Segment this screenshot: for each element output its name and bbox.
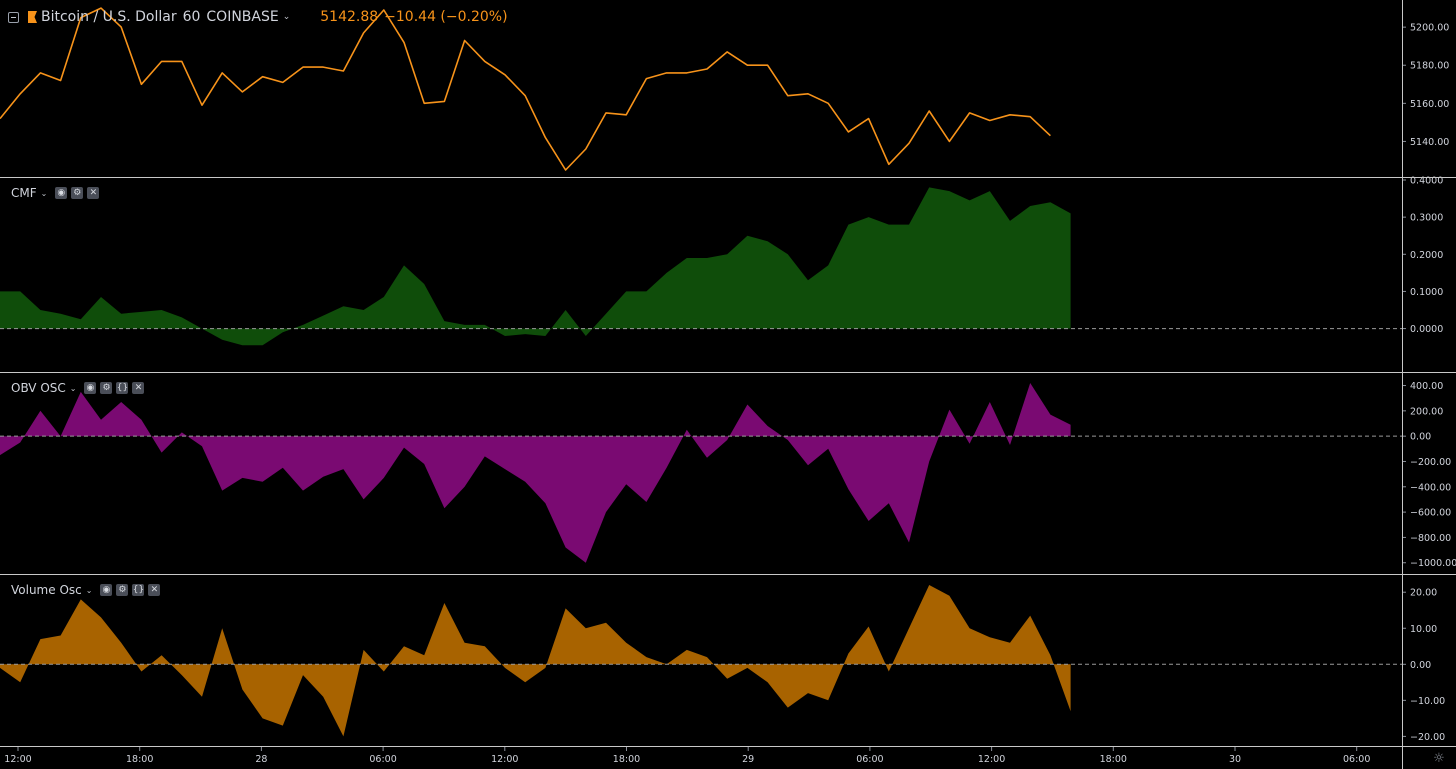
x-tick-label: 06:00 xyxy=(1343,754,1370,765)
obv-legend[interactable]: OBV OSC ⌄ ◉ ⚙ {} ✕ xyxy=(11,381,148,395)
cmf-y-tick-label: 0.4000 xyxy=(1410,176,1443,187)
volume-osc-title: Volume Osc xyxy=(11,583,82,597)
obv-y-tick-label: −200.00 xyxy=(1410,457,1451,468)
exchange-label: COINBASE xyxy=(206,9,279,25)
volosc-area xyxy=(0,585,1071,737)
obv-y-tick-label: 200.00 xyxy=(1410,406,1443,417)
obv-y-tick-label: 400.00 xyxy=(1410,381,1443,392)
close-icon[interactable]: ✕ xyxy=(132,382,145,394)
chevron-down-icon[interactable]: ⌄ xyxy=(40,188,48,198)
collapse-icon[interactable] xyxy=(8,11,19,23)
symbol-header[interactable]: Bitcoin / U.S. Dollar 60 COINBASE ⌄ 5142… xyxy=(8,7,508,27)
volume-osc-legend[interactable]: Volume Osc ⌄ ◉ ⚙ {} ✕ xyxy=(11,583,164,597)
volosc-y-tick-label: 0.00 xyxy=(1410,660,1431,671)
last-price: 5142.88 xyxy=(320,9,379,25)
eye-icon[interactable]: ◉ xyxy=(84,382,97,394)
obv-y-tick-label: −1000.00 xyxy=(1410,558,1456,569)
cmf-area xyxy=(0,187,1071,346)
cmf-title: CMF xyxy=(11,186,37,200)
cmf-y-tick-label: 0.2000 xyxy=(1410,250,1443,261)
price-y-tick-label: 5200.00 xyxy=(1410,23,1449,34)
source-code-icon[interactable]: {} xyxy=(116,382,129,394)
settings-icon[interactable]: ☼ xyxy=(1433,751,1445,766)
symbol-name: Bitcoin / U.S. Dollar xyxy=(41,9,177,25)
x-tick-label: 18:00 xyxy=(1100,754,1127,765)
chevron-down-icon[interactable]: ⌄ xyxy=(282,12,291,22)
price-y-tick-label: 5180.00 xyxy=(1410,61,1449,72)
x-tick-label: 12:00 xyxy=(4,754,31,765)
flag-icon[interactable] xyxy=(28,11,37,23)
gear-icon[interactable]: ⚙ xyxy=(100,382,113,394)
volosc-y-tick-label: −20.00 xyxy=(1410,732,1445,743)
obv-y-tick-label: 0.00 xyxy=(1410,432,1431,443)
cmf-y-tick-label: 0.3000 xyxy=(1410,213,1443,224)
price-line xyxy=(0,7,1051,171)
obv-title: OBV OSC xyxy=(11,381,66,395)
x-tick-label: 18:00 xyxy=(126,754,153,765)
eye-icon[interactable]: ◉ xyxy=(55,187,68,199)
close-icon[interactable]: ✕ xyxy=(148,584,161,596)
x-tick-label: 06:00 xyxy=(369,754,396,765)
price-y-tick-label: 5140.00 xyxy=(1410,137,1449,148)
volosc-y-tick-label: −10.00 xyxy=(1410,696,1445,707)
obv-area xyxy=(0,383,1071,563)
price-change: −10.44 (−0.20%) xyxy=(384,9,508,25)
volosc-y-tick-label: 10.00 xyxy=(1410,624,1437,635)
x-tick-label: 29 xyxy=(742,754,754,765)
cmf-y-tick-label: 0.1000 xyxy=(1410,287,1443,298)
gear-icon[interactable]: ⚙ xyxy=(116,584,129,596)
interval-label: 60 xyxy=(182,9,201,25)
chevron-down-icon[interactable]: ⌄ xyxy=(85,585,93,595)
x-tick-label: 12:00 xyxy=(491,754,518,765)
x-tick-label: 18:00 xyxy=(613,754,640,765)
cmf-legend[interactable]: CMF ⌄ ◉ ⚙ ✕ xyxy=(11,186,103,200)
chevron-down-icon[interactable]: ⌄ xyxy=(69,383,77,393)
x-tick-label: 28 xyxy=(255,754,267,765)
obv-y-tick-label: −600.00 xyxy=(1410,508,1451,519)
close-icon[interactable]: ✕ xyxy=(87,187,100,199)
x-tick-label: 12:00 xyxy=(978,754,1005,765)
volosc-y-tick-label: 20.00 xyxy=(1410,588,1437,599)
x-tick-label: 30 xyxy=(1229,754,1241,765)
price-y-tick-label: 5160.00 xyxy=(1410,99,1449,110)
eye-icon[interactable]: ◉ xyxy=(100,584,113,596)
obv-y-tick-label: −800.00 xyxy=(1410,533,1451,544)
obv-y-tick-label: −400.00 xyxy=(1410,482,1451,493)
gear-icon[interactable]: ⚙ xyxy=(71,187,84,199)
source-code-icon[interactable]: {} xyxy=(132,584,145,596)
cmf-y-tick-label: 0.0000 xyxy=(1410,324,1443,335)
x-tick-label: 06:00 xyxy=(856,754,883,765)
